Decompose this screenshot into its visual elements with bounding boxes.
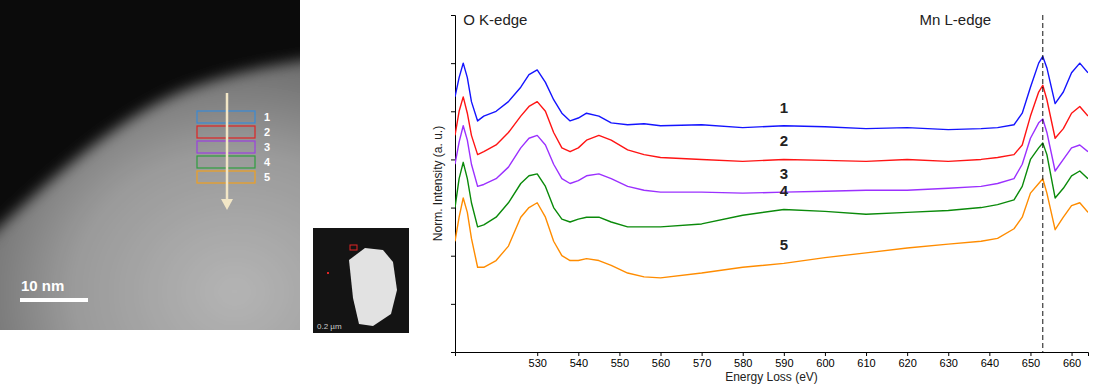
x-tick: 590 [775, 352, 793, 369]
x-tick-mark [743, 352, 744, 356]
y-tick [451, 159, 455, 160]
annotation: Mn L-edge [919, 11, 991, 28]
y-tick [451, 63, 455, 64]
y-tick [451, 111, 455, 112]
x-tick: 660 [1063, 352, 1081, 369]
x-axis-line [456, 353, 1089, 357]
y-tick-mark [451, 256, 455, 257]
x-tick-label: 600 [816, 357, 834, 369]
y-tick-mark [451, 159, 455, 160]
series-label: 5 [780, 236, 788, 253]
arrow-shaft [226, 93, 229, 200]
annotation: O K-edge [463, 11, 527, 28]
series-label: 4 [780, 182, 789, 199]
x-tick: 650 [1022, 352, 1040, 369]
x-tick-label: 550 [611, 357, 629, 369]
region-label: 1 [264, 111, 270, 123]
x-tick-label: 610 [857, 357, 875, 369]
y-tick [451, 304, 455, 305]
y-axis-line [451, 16, 456, 353]
spectrum-line [455, 85, 1088, 161]
x-tick: 540 [570, 352, 588, 369]
x-tick: 610 [857, 352, 875, 369]
scale-bar [20, 298, 88, 302]
y-tick-mark [451, 63, 455, 64]
x-tick-mark [907, 352, 908, 356]
x-tick-label: 540 [570, 357, 588, 369]
region-label: 2 [264, 126, 270, 138]
x-tick-mark [825, 352, 826, 356]
x-tick-label: 650 [1022, 357, 1040, 369]
x-tick-mark [537, 352, 538, 356]
x-tick: 620 [898, 352, 916, 369]
x-tick: 600 [816, 352, 834, 369]
x-tick-label: 640 [981, 357, 999, 369]
x-tick: 530 [529, 352, 547, 369]
x-tick-mark [702, 352, 703, 356]
x-tick-label: 590 [775, 357, 793, 369]
y-tick-mark [451, 352, 455, 353]
y-axis-title: Norm. Intensity (a. u.) [431, 126, 445, 241]
plot-area [455, 15, 1088, 352]
x-tick-mark [989, 352, 990, 356]
inset-scale-label: 0.2 µm [317, 322, 342, 331]
arrow-head [221, 199, 233, 210]
scale-bar-label: 10 nm [21, 277, 64, 294]
y-tick-mark [451, 111, 455, 112]
x-tick-mark [1072, 352, 1073, 356]
y-tick-mark [451, 15, 455, 16]
series-label: 1 [780, 99, 788, 116]
y-tick-mark [451, 208, 455, 209]
inset-marker [350, 245, 357, 250]
x-tick-label: 560 [652, 357, 670, 369]
inset: 0.2 µm [313, 228, 409, 333]
y-tick [451, 15, 455, 16]
series-label: 3 [780, 165, 788, 182]
spectrum-line [455, 119, 1088, 193]
x-tick-label: 660 [1063, 357, 1081, 369]
x-tick-label: 530 [529, 357, 547, 369]
figure: 1234510 nm0.2 µm530540550560570580590600… [0, 0, 1094, 385]
region-label: 3 [264, 141, 270, 153]
region-label: 4 [264, 156, 271, 168]
x-tick-mark [619, 352, 620, 356]
x-tick-label: 580 [734, 357, 752, 369]
particle [0, 58, 300, 330]
spectrum-line [455, 56, 1088, 129]
spectrum-line [455, 179, 1088, 278]
x-tick-mark [948, 352, 949, 356]
x-tick: 560 [652, 352, 670, 369]
chart-texts: 1 2 34 5 O K-edge Mn L-edge Norm. Intensity (a… [431, 11, 991, 384]
x-tick-mark [578, 352, 579, 356]
x-axis-title: Energy Loss (eV) [725, 370, 818, 384]
x-tick-mark [1030, 352, 1031, 356]
x-tick: 640 [981, 352, 999, 369]
micrograph [0, 0, 300, 330]
y-axis [451, 16, 456, 353]
y-tick [451, 208, 455, 209]
inset-marker [327, 272, 329, 274]
series-label: 2 [780, 132, 788, 149]
x-axis: 530 540 550 560 570 580 590 600 610 620 630 640 650 6… [456, 352, 1089, 369]
x-tick: 580 [734, 352, 752, 369]
x-tick: 630 [940, 352, 958, 369]
reference-line [1042, 15, 1043, 352]
x-tick: 570 [693, 352, 711, 369]
y-tick [451, 352, 455, 353]
x-tick-label: 620 [898, 357, 916, 369]
x-tick-mark [661, 352, 662, 356]
x-tick: 550 [611, 352, 629, 369]
region-label: 5 [264, 171, 270, 183]
x-tick-label: 570 [693, 357, 711, 369]
inset-background [313, 228, 409, 333]
x-tick-mark [784, 352, 785, 356]
micrograph-labels: 1 2 3 4 5 10 nm [21, 111, 271, 294]
y-tick [451, 256, 455, 257]
x-tick-mark [866, 352, 867, 356]
x-tick-label: 630 [940, 357, 958, 369]
y-tick-mark [451, 304, 455, 305]
spectrum-line [455, 143, 1088, 227]
inset-particle [349, 248, 397, 326]
